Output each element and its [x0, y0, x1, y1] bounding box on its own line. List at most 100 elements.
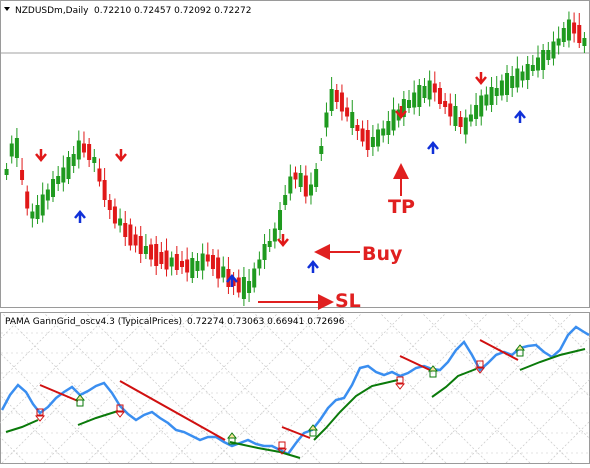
indicator-lines — [0, 325, 590, 459]
candle-body — [499, 80, 504, 96]
candle-body — [577, 25, 582, 43]
grid-line — [295, 312, 447, 464]
grid-line — [0, 312, 27, 340]
candle-body — [314, 169, 319, 187]
candle-body — [412, 92, 417, 108]
gann-grid — [0, 312, 590, 464]
candle-body — [324, 112, 329, 128]
buy-label: Buy — [362, 243, 403, 265]
candle-body — [515, 68, 520, 88]
candle-body — [458, 117, 463, 127]
grid-line — [337, 312, 489, 464]
candle-body — [293, 172, 298, 180]
candle-body — [510, 76, 515, 88]
candle-body — [556, 38, 561, 46]
candle-body — [51, 179, 56, 197]
candle-body — [174, 254, 179, 270]
grid-line — [127, 312, 279, 464]
main-chart-panel[interactable]: NZDUSDm,Daily 0.72210 0.72457 0.72092 0.… — [0, 0, 590, 313]
candle-body — [195, 261, 200, 271]
candle-body — [66, 157, 71, 179]
candle-body — [474, 105, 479, 119]
grid-line — [337, 312, 489, 464]
signal-arrows — [35, 72, 526, 287]
indicator-frame — [0, 312, 590, 464]
down-trend-line — [281, 426, 311, 439]
up-trend-line — [313, 379, 399, 441]
blue-up-arrow-icon — [226, 274, 238, 287]
candle-body — [20, 170, 25, 180]
candle-body — [92, 157, 97, 163]
candle-body — [14, 138, 19, 158]
candle-body — [133, 234, 138, 246]
candle-body — [386, 121, 391, 135]
tp-annotation: TP — [388, 163, 415, 218]
candle-body — [226, 269, 231, 287]
grid-line — [85, 312, 237, 464]
candle-body — [453, 106, 458, 126]
candle-body — [107, 200, 112, 210]
candle-body — [118, 218, 123, 226]
red-down-arrow-icon — [395, 106, 407, 119]
blue-up-arrow-icon — [427, 141, 439, 154]
candle-body — [535, 57, 540, 71]
candle-body — [437, 88, 442, 104]
candle-body — [283, 195, 288, 205]
candle-body — [221, 266, 226, 278]
grid-line — [421, 312, 573, 464]
candle-body — [443, 101, 448, 107]
candle-body — [339, 92, 344, 112]
grid-line — [379, 312, 531, 464]
symbol-label: NZDUSDm,Daily — [15, 6, 89, 16]
green-up-arrow-icon — [226, 432, 238, 445]
candle-body — [566, 19, 571, 41]
blue-up-arrow-icon — [307, 260, 319, 273]
candle-body — [179, 261, 184, 267]
blue-up-arrow-icon — [514, 110, 526, 123]
candle-body — [278, 210, 283, 230]
candle-body — [40, 194, 45, 216]
candle-body — [572, 22, 577, 34]
grid-line — [463, 336, 590, 464]
candle-body — [272, 228, 277, 242]
candle-body — [360, 128, 365, 142]
grid-line — [295, 312, 447, 464]
candle-body — [76, 140, 81, 160]
grid-line — [421, 312, 573, 464]
candle-body — [308, 184, 313, 196]
up-trend-line — [5, 419, 39, 433]
candle-body — [128, 224, 133, 246]
red-down-arrow-icon — [276, 441, 288, 455]
candle-body — [138, 236, 143, 254]
candle-body — [391, 109, 396, 131]
candle-body — [319, 146, 324, 154]
candle-body — [432, 83, 437, 93]
candle-body — [123, 223, 128, 237]
candle-body — [376, 129, 381, 147]
triangle-down-icon[interactable] — [4, 7, 10, 11]
candle-body — [164, 250, 169, 270]
grid-line — [43, 312, 195, 464]
candle-body — [479, 95, 484, 117]
ohlc-values: 0.72210 0.72457 0.72092 0.72272 — [94, 6, 251, 16]
up-trend-line — [77, 410, 119, 426]
grid-line — [0, 312, 69, 382]
grid-line — [547, 312, 590, 356]
indicator-markers — [34, 344, 526, 455]
sl-label: SL — [335, 290, 361, 312]
grid-line — [169, 312, 321, 464]
candle-body — [427, 80, 432, 100]
candle-body — [154, 244, 159, 266]
candle-body — [546, 50, 551, 60]
indicator-panel[interactable]: PAMA GannGrid_oscv4.3 (TypicalPrices) 0.… — [0, 312, 590, 464]
candle-body — [334, 90, 339, 102]
candle-body — [288, 176, 293, 194]
candle-body — [35, 205, 40, 219]
candle-body — [61, 167, 66, 183]
down-trend-line — [479, 339, 519, 361]
candle-body — [216, 257, 221, 279]
candle-body — [159, 252, 164, 264]
green-up-arrow-icon — [307, 424, 319, 437]
sl-annotation: SL — [258, 290, 361, 312]
